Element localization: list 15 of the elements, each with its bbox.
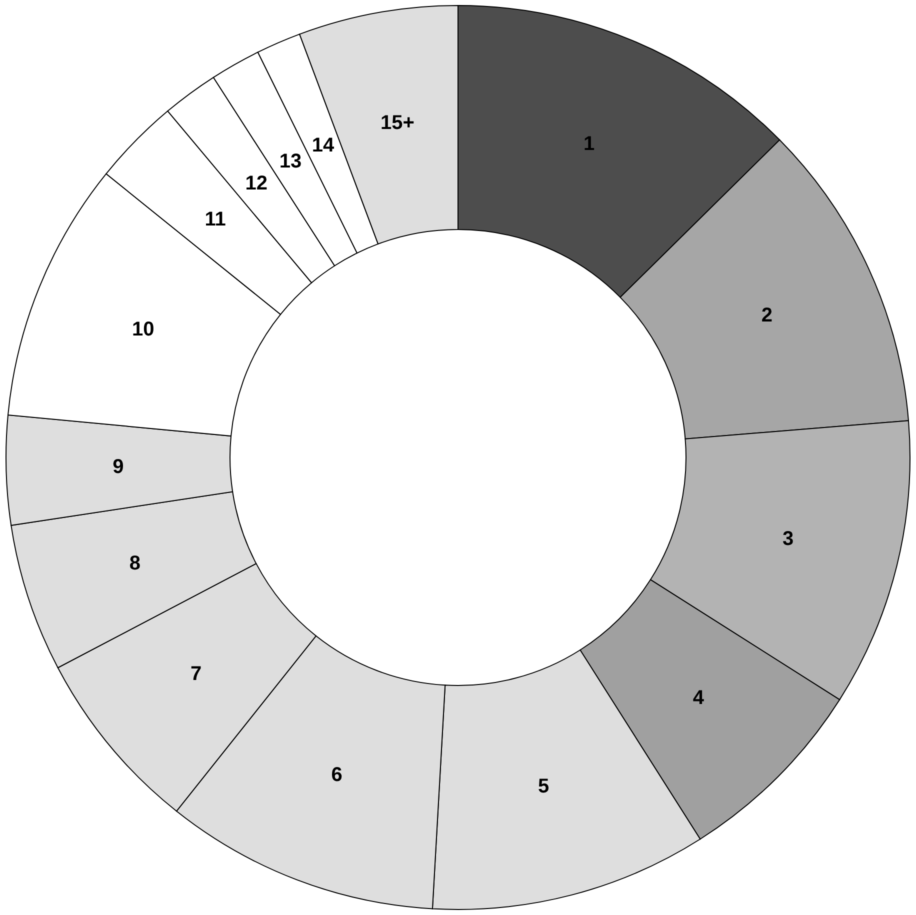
slice-label: 15+: [380, 112, 414, 134]
slice-label: 5: [538, 776, 550, 798]
slice-label: 10: [132, 318, 154, 340]
slice-label: 12: [245, 172, 268, 195]
slice-label: 6: [331, 764, 342, 786]
slice-label: 8: [129, 552, 141, 575]
slice-label: 2: [761, 304, 773, 327]
slice-label: 9: [112, 456, 124, 478]
slice-label: 7: [190, 663, 202, 686]
slice-label: 4: [692, 686, 705, 709]
slice-label: 13: [279, 150, 302, 173]
slice-label: 3: [782, 528, 794, 550]
slice-label: 1: [584, 132, 595, 155]
slice-label: 11: [204, 208, 226, 230]
slice-label: 14: [312, 134, 335, 156]
